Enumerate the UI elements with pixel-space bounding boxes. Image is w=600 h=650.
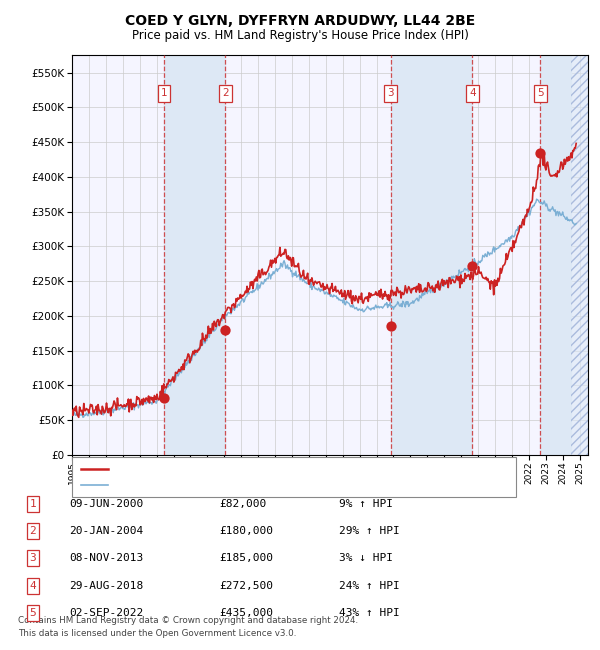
Text: 1: 1 [29,499,37,509]
Text: 4: 4 [29,580,37,591]
Text: 4: 4 [469,88,476,99]
Text: 3: 3 [29,553,37,564]
Text: This data is licensed under the Open Government Licence v3.0.: This data is licensed under the Open Gov… [18,629,296,638]
Text: Price paid vs. HM Land Registry's House Price Index (HPI): Price paid vs. HM Land Registry's House … [131,29,469,42]
Text: 3% ↓ HPI: 3% ↓ HPI [339,553,393,564]
Text: £435,000: £435,000 [219,608,273,618]
Text: 02-SEP-2022: 02-SEP-2022 [69,608,143,618]
Text: COED Y GLYN, DYFFRYN ARDUDWY, LL44 2BE (detached house): COED Y GLYN, DYFFRYN ARDUDWY, LL44 2BE (… [114,464,443,474]
Text: 29% ↑ HPI: 29% ↑ HPI [339,526,400,536]
Point [386,321,396,332]
Text: HPI: Average price, detached house, Gwynedd: HPI: Average price, detached house, Gwyn… [114,480,356,490]
Point [535,148,545,158]
Text: 5: 5 [537,88,544,99]
Text: 20-JAN-2004: 20-JAN-2004 [69,526,143,536]
Bar [571,55,588,455]
Text: 2: 2 [222,88,229,99]
Text: £272,500: £272,500 [219,580,273,591]
Text: £180,000: £180,000 [219,526,273,536]
Text: 5: 5 [29,608,37,618]
Text: 29-AUG-2018: 29-AUG-2018 [69,580,143,591]
Text: 2: 2 [29,526,37,536]
Text: 3: 3 [388,88,394,99]
Text: £185,000: £185,000 [219,553,273,564]
Bar [571,55,588,455]
Text: 08-NOV-2013: 08-NOV-2013 [69,553,143,564]
Text: 09-JUN-2000: 09-JUN-2000 [69,499,143,509]
Point [467,261,477,271]
Text: 1: 1 [161,88,167,99]
Point [159,393,169,403]
Text: COED Y GLYN, DYFFRYN ARDUDWY, LL44 2BE: COED Y GLYN, DYFFRYN ARDUDWY, LL44 2BE [125,14,475,29]
Text: 24% ↑ HPI: 24% ↑ HPI [339,580,400,591]
Bar [164,55,225,455]
Text: £82,000: £82,000 [219,499,266,509]
Text: 9% ↑ HPI: 9% ↑ HPI [339,499,393,509]
Point [220,324,230,335]
Text: Contains HM Land Registry data © Crown copyright and database right 2024.: Contains HM Land Registry data © Crown c… [18,616,358,625]
Bar [540,55,571,455]
Bar [391,55,472,455]
Text: 43% ↑ HPI: 43% ↑ HPI [339,608,400,618]
